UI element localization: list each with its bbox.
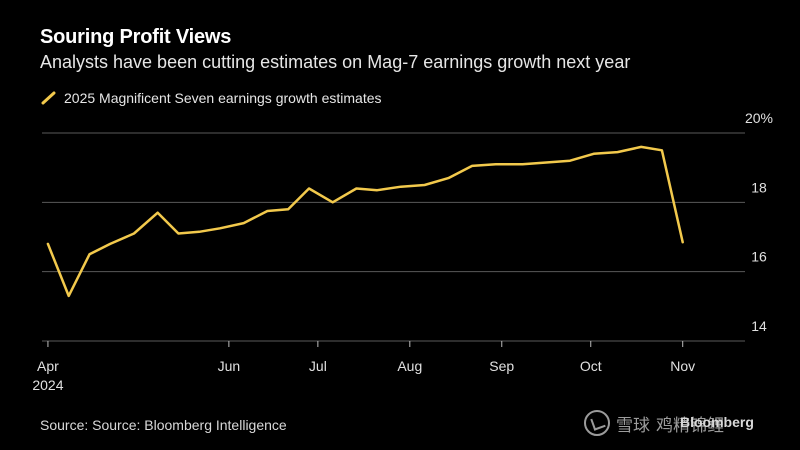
x-tick-label: Nov: [670, 358, 695, 374]
legend-swatch: [41, 91, 56, 105]
series-line: [46, 145, 684, 298]
legend-label: 2025 Magnificent Seven earnings growth e…: [64, 90, 382, 106]
x-tick-sublabel: 2024: [32, 377, 63, 393]
bloomberg-logo: Bloomberg: [680, 414, 754, 430]
chart-subtitle: Analysts have been cutting estimates on …: [40, 52, 631, 72]
x-tick-label: Aug: [397, 358, 422, 374]
x-tick-label: Oct: [580, 358, 602, 374]
legend: 2025 Magnificent Seven earnings growth e…: [40, 90, 382, 106]
x-tick-label: Apr: [37, 358, 59, 374]
x-tick-label: Jul: [309, 358, 327, 374]
chart-title: Souring Profit Views: [40, 26, 232, 48]
y-tick-label: 18: [751, 179, 767, 195]
source-note: Source: Source: Bloomberg Intelligence: [40, 417, 287, 433]
x-tick-label: Jun: [218, 358, 241, 374]
y-tick-label: 20%: [745, 110, 773, 126]
y-tick-label: 16: [751, 249, 767, 265]
y-tick-label: 14: [751, 318, 767, 334]
snowball-logo-icon: [584, 410, 610, 436]
watermark: 雪球 鸡精锦鲤: [584, 410, 724, 436]
watermark-text: 雪球: [616, 415, 650, 436]
x-tick-label: Sep: [489, 358, 514, 374]
watermark-name: 鸡精锦鲤: [656, 415, 724, 436]
